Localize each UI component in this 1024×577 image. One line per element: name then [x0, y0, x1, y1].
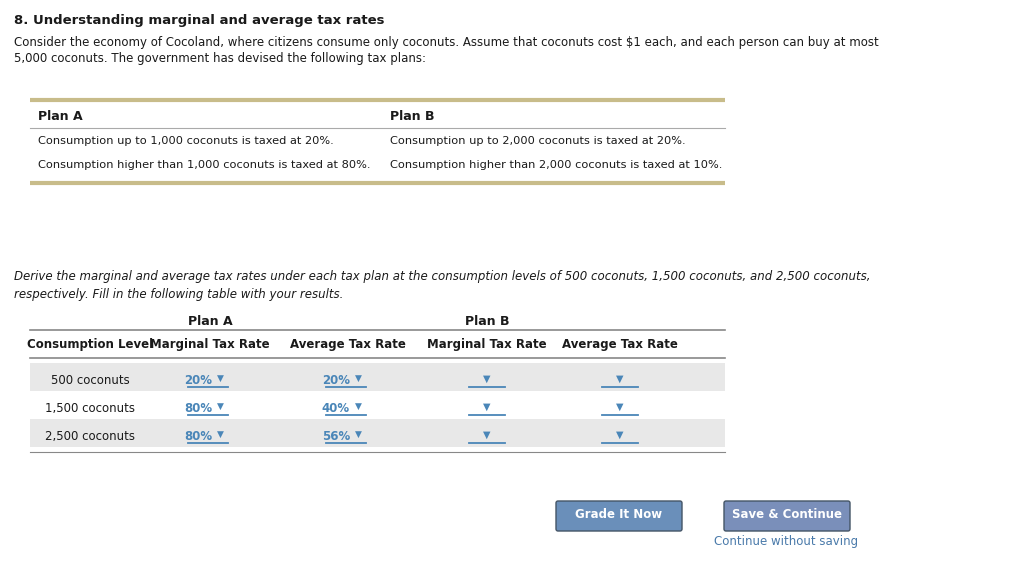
Text: 2,500 coconuts: 2,500 coconuts: [45, 430, 135, 443]
Text: Consumption up to 2,000 coconuts is taxed at 20%.: Consumption up to 2,000 coconuts is taxe…: [390, 136, 686, 146]
Text: Consumption higher than 1,000 coconuts is taxed at 80%.: Consumption higher than 1,000 coconuts i…: [38, 160, 371, 170]
Text: 500 coconuts: 500 coconuts: [50, 374, 129, 387]
Text: Save & Continue: Save & Continue: [732, 508, 842, 522]
FancyBboxPatch shape: [556, 501, 682, 531]
Text: Plan A: Plan A: [187, 315, 232, 328]
Text: Grade It Now: Grade It Now: [575, 508, 663, 522]
Text: 56%: 56%: [322, 430, 350, 443]
Text: Consumption Level: Consumption Level: [27, 338, 153, 351]
Text: ▼: ▼: [616, 430, 624, 440]
Text: Plan B: Plan B: [390, 110, 434, 123]
Text: Plan A: Plan A: [38, 110, 83, 123]
Text: ▼: ▼: [483, 374, 490, 384]
Text: ▼: ▼: [354, 402, 361, 411]
Text: 20%: 20%: [322, 374, 350, 387]
Text: Consumption higher than 2,000 coconuts is taxed at 10%.: Consumption higher than 2,000 coconuts i…: [390, 160, 722, 170]
Text: Continue without saving: Continue without saving: [714, 535, 858, 548]
Text: ▼: ▼: [216, 374, 223, 383]
Text: 80%: 80%: [184, 430, 212, 443]
Bar: [30, 419, 725, 447]
Bar: [30, 363, 725, 391]
Text: Consumption up to 1,000 coconuts is taxed at 20%.: Consumption up to 1,000 coconuts is taxe…: [38, 136, 334, 146]
Text: Consider the economy of Cocoland, where citizens consume only coconuts. Assume t: Consider the economy of Cocoland, where …: [14, 36, 879, 49]
Text: respectively. Fill in the following table with your results.: respectively. Fill in the following tabl…: [14, 288, 343, 301]
Text: ▼: ▼: [216, 402, 223, 411]
FancyBboxPatch shape: [724, 501, 850, 531]
Text: 8. Understanding marginal and average tax rates: 8. Understanding marginal and average ta…: [14, 14, 384, 27]
Text: 80%: 80%: [184, 402, 212, 415]
Text: 40%: 40%: [322, 402, 350, 415]
Text: ▼: ▼: [354, 374, 361, 383]
Text: ▼: ▼: [616, 402, 624, 412]
Text: Plan B: Plan B: [465, 315, 509, 328]
Text: Average Tax Rate: Average Tax Rate: [562, 338, 678, 351]
Text: Marginal Tax Rate: Marginal Tax Rate: [151, 338, 269, 351]
Text: Average Tax Rate: Average Tax Rate: [290, 338, 406, 351]
Text: 5,000 coconuts. The government has devised the following tax plans:: 5,000 coconuts. The government has devis…: [14, 52, 426, 65]
Text: 20%: 20%: [184, 374, 212, 387]
Text: ▼: ▼: [616, 374, 624, 384]
Text: ▼: ▼: [216, 430, 223, 439]
Text: 1,500 coconuts: 1,500 coconuts: [45, 402, 135, 415]
Text: Marginal Tax Rate: Marginal Tax Rate: [427, 338, 547, 351]
Text: ▼: ▼: [354, 430, 361, 439]
Text: ▼: ▼: [483, 402, 490, 412]
Text: Derive the marginal and average tax rates under each tax plan at the consumption: Derive the marginal and average tax rate…: [14, 270, 870, 283]
Text: ▼: ▼: [483, 430, 490, 440]
